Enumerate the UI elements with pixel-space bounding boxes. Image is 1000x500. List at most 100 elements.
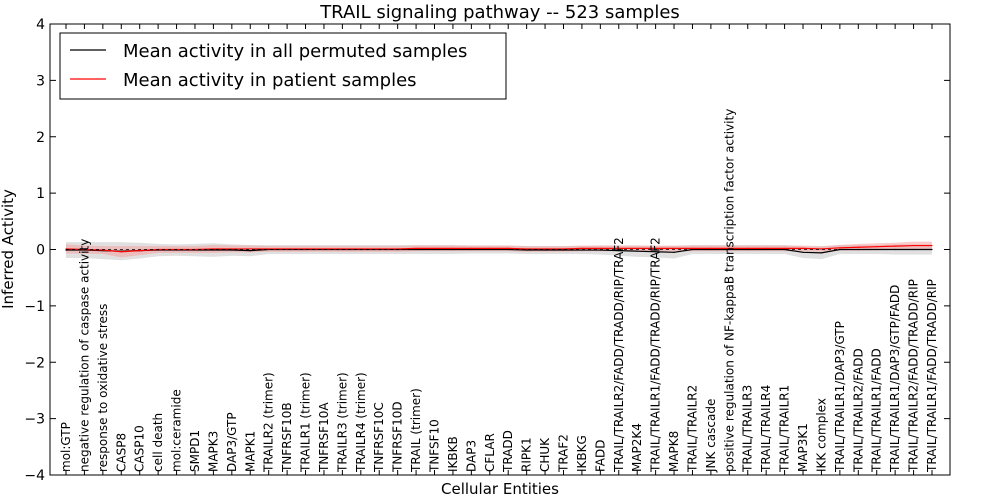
- data-point-patient: [691, 247, 694, 249]
- data-point-patient: [802, 247, 804, 249]
- category-label: TRAIL/TRAILR1/DAP3/GTP/FADD: [888, 285, 902, 473]
- data-point-patient: [931, 244, 933, 247]
- category-label: TRAIL/TRAILR2/FADD: [851, 348, 865, 473]
- y-axis: −4 −3 −2 −1 0 1 2 3 4: [24, 17, 950, 484]
- legend-label-permuted: Mean activity in all permuted samples: [123, 41, 467, 62]
- data-point-permuted: [728, 248, 730, 251]
- category-label: DAP3: [464, 440, 478, 472]
- data-point-patient: [120, 251, 122, 253]
- category-label: cell death: [151, 413, 165, 472]
- data-point-patient: [304, 248, 307, 250]
- data-point-patient: [673, 247, 675, 249]
- data-point-patient: [562, 248, 565, 250]
- category-label: SMPD1: [188, 430, 202, 472]
- data-point-permuted: [526, 249, 528, 251]
- data-point-permuted: [618, 250, 620, 252]
- y-tick-label: 0: [36, 243, 45, 259]
- y-tick-label: −2: [24, 355, 45, 371]
- category-label: MAP2K4: [630, 423, 644, 472]
- category-label: TNFRSF10C: [372, 402, 386, 473]
- data-point-patient: [470, 247, 472, 249]
- category-label: TRAIL/TRAILR1/FADD/TRADD/RIP: [925, 279, 939, 473]
- data-point-patient: [139, 250, 141, 252]
- category-label: TNFRSF10B: [280, 402, 294, 473]
- category-label: CASP10: [133, 425, 147, 472]
- data-point-patient: [286, 248, 288, 250]
- data-point-patient: [507, 247, 509, 249]
- data-point-permuted: [249, 250, 251, 252]
- chart-title: TRAIL signaling pathway -- 523 samples: [319, 2, 680, 23]
- data-point-patient: [618, 247, 620, 249]
- category-label: DAP3/GTP: [225, 412, 239, 472]
- category-label: TNFRSF10A: [317, 402, 331, 473]
- plot-frame: [49, 23, 951, 476]
- category-label: TRAIL (trimer): [409, 388, 423, 473]
- data-point-permuted: [655, 251, 657, 253]
- data-point-patient: [212, 248, 215, 250]
- data-point-permuted: [212, 249, 215, 251]
- category-label: TRAIL/TRAILR2/FADD/TRADD/RIP: [907, 279, 921, 473]
- data-point-patient: [747, 247, 749, 249]
- data-point-permuted: [636, 250, 638, 252]
- y-tick-label: 2: [36, 130, 45, 146]
- category-label: TRAIL/TRAILR4: [759, 385, 773, 473]
- y-axis-label: Inferred Activity: [0, 189, 17, 309]
- category-label: TRAIL/TRAILR2/FADD/TRADD/RIP/TRAF2: [612, 237, 626, 473]
- category-label: TRAIL/TRAILR1/DAP3/GTP: [833, 321, 847, 473]
- category-label: TRAILR2 (trimer): [262, 372, 276, 473]
- data-point-patient: [231, 248, 233, 250]
- data-point-patient: [489, 247, 491, 249]
- data-point-patient: [249, 248, 251, 250]
- category-label: negative regulation of caspase activity: [77, 239, 91, 472]
- legend-frame: [59, 32, 507, 100]
- data-point-patient: [526, 248, 528, 250]
- category-label: MAPK1: [243, 431, 257, 472]
- x-axis: [65, 24, 933, 475]
- data-point-patient: [912, 244, 915, 247]
- category-label: MAP3K1: [796, 423, 810, 472]
- category-label: TRAILR4 (trimer): [354, 372, 368, 473]
- y-tick-label: 3: [36, 73, 45, 89]
- data-point-permuted: [673, 251, 675, 253]
- category-label: TNFSF10: [428, 419, 442, 473]
- data-point-patient: [452, 247, 454, 249]
- data-point-patient: [839, 247, 841, 249]
- x-axis-label: Cellular Entities: [441, 480, 559, 498]
- data-point-permuted: [231, 249, 233, 251]
- data-point-patient: [655, 247, 657, 249]
- y-tick-label: −3: [24, 412, 45, 428]
- category-label: TRAIL/TRAILR1: [778, 385, 792, 473]
- category-label: IKK complex: [814, 398, 828, 472]
- y-tick-label: −1: [24, 299, 45, 315]
- data-point-patient: [599, 247, 601, 249]
- category-label: TRAF2: [556, 434, 570, 473]
- category-label: TNFRSF10D: [391, 401, 405, 473]
- category-label: TRAIL/TRAILR3: [741, 385, 755, 473]
- data-point-permuted: [470, 248, 472, 251]
- legend: Mean activity in all permuted samples Me…: [59, 32, 507, 100]
- category-label: TRAIL/TRAILR2: [685, 385, 699, 473]
- category-label: CHUK: [538, 437, 552, 472]
- data-point-patient: [876, 246, 878, 248]
- category-label: MAPK3: [206, 431, 220, 472]
- y-tick-label: 1: [36, 186, 45, 202]
- data-point-patient: [783, 247, 786, 249]
- data-point-permuted: [562, 249, 565, 251]
- category-labels: mol:GTP negative regulation of caspase ac…: [59, 109, 939, 473]
- data-point-permuted: [783, 248, 786, 251]
- category-label: TRADD: [501, 430, 515, 473]
- data-point-patient: [894, 245, 896, 247]
- data-point-permuted: [489, 248, 491, 251]
- data-point-patient: [581, 247, 583, 249]
- category-label: positive regulation of NF-kappaB transcr…: [722, 109, 736, 472]
- category-label: RIPK1: [520, 437, 534, 472]
- category-label: response to oxidative stress: [96, 304, 110, 472]
- category-label: TRAIL/TRAILR1/FADD: [870, 348, 884, 473]
- category-label: TRAIL/TRAILR1/FADD/TRADD/RIP/TRAF2: [649, 237, 663, 473]
- data-point-patient: [636, 247, 638, 249]
- category-label: CASP8: [114, 433, 128, 472]
- data-point-patient: [820, 248, 823, 250]
- data-point-patient: [415, 247, 417, 249]
- category-label: IKBKG: [575, 435, 589, 472]
